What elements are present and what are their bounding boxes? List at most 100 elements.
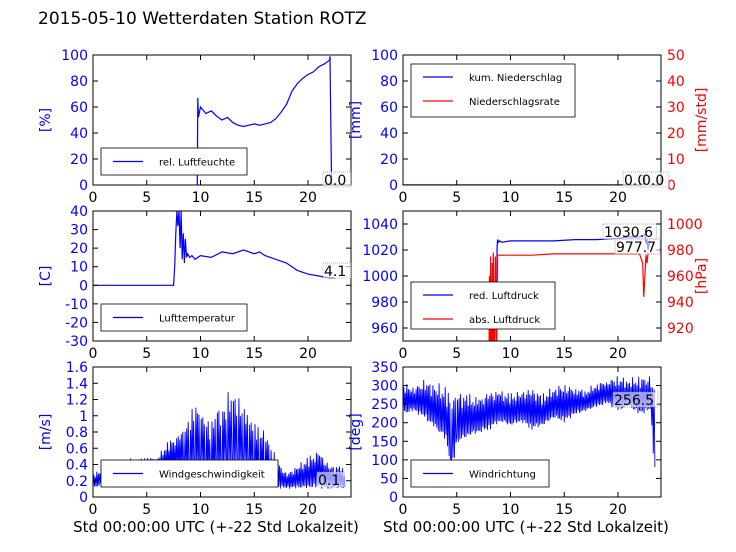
y-right-tick-label: 940	[667, 295, 694, 311]
y-tick-label: -30	[65, 334, 88, 350]
chart-temperature: 0 5 10 15 20 -30 -20 -10 0 10 20 30 40 [C] Lufttempera…	[38, 204, 352, 362]
y-tick-label: 10	[70, 260, 88, 276]
x-tick-label: 5	[142, 190, 151, 206]
x-tick-label: 0	[89, 502, 98, 518]
y-tick-label: 0	[389, 490, 398, 506]
y-right-tick-label: 10	[667, 152, 685, 168]
y-right-tick-label: 50	[667, 48, 685, 64]
x-tick-label: 10	[192, 346, 210, 362]
x-tick-label: 20	[299, 346, 317, 362]
series-humidity-0	[196, 56, 333, 185]
legend-label: Niederschlagsrate	[469, 97, 560, 108]
y-tick-label: 0.4	[66, 458, 88, 474]
x-tick-label: 0	[399, 502, 408, 518]
y-axis-label: [deg]	[348, 413, 364, 450]
y-tick-label: 60	[380, 100, 398, 116]
legend-label: Windgeschwindigkeit	[159, 470, 265, 481]
annotation-box	[322, 171, 352, 188]
y-tick-label: 100	[371, 48, 398, 64]
legend: Lufttemperatur	[100, 303, 248, 332]
y-tick-label: 0.6	[66, 441, 88, 457]
axes-frame	[402, 54, 662, 186]
annotation-value: 4.1	[324, 264, 346, 280]
annotation-box	[614, 238, 661, 255]
x-axis-label: Std 00:00:00 UTC (+-22 Std Lokalzeit)	[383, 518, 669, 536]
y-right-tick-label: 30	[667, 100, 685, 116]
legend-label: Windrichtung	[469, 470, 536, 481]
page-title: 2015-05-10 Wetterdaten Station ROTZ	[38, 9, 367, 29]
x-tick-label: 10	[192, 190, 210, 206]
y-tick-label: 60	[70, 100, 88, 116]
y-axis-label: [C]	[38, 266, 54, 287]
y-tick-label: 1020	[362, 243, 398, 259]
y-right-tick-label: 40	[667, 74, 685, 90]
y-tick-label: 100	[61, 48, 88, 64]
legend-frame	[410, 63, 576, 118]
y-tick-label: 1.2	[66, 393, 88, 409]
annotation-value: 0.0	[642, 173, 664, 189]
y-tick-label: 960	[371, 321, 398, 337]
annotation-box	[612, 391, 659, 408]
y-tick-label: 1000	[362, 269, 398, 285]
y-tick-label: 40	[380, 126, 398, 142]
chart-wind_speed: 0 5 10 15 20 00.20.40.60.811.21.41.6 [m/s] Std …	[38, 360, 359, 536]
legend-frame	[410, 281, 556, 330]
legend: Windgeschwindigkeit	[100, 459, 279, 488]
series-line	[93, 211, 335, 286]
x-tick-label: 10	[502, 502, 520, 518]
x-tick-label: 15	[245, 346, 263, 362]
x-tick-label: 5	[452, 346, 461, 362]
y-tick-label: 50	[380, 471, 398, 487]
y-axis-label: [%]	[38, 108, 54, 132]
y-tick-label: 1	[79, 409, 88, 425]
x-axis-label: Std 00:00:00 UTC (+-22 Std Lokalzeit)	[73, 518, 359, 536]
x-tick-label: 20	[299, 190, 317, 206]
x-tick-label: 0	[89, 346, 98, 362]
y-tick-label: 40	[70, 126, 88, 142]
legend: Windrichtung	[410, 459, 550, 488]
series-line	[488, 252, 649, 341]
y-tick-label: 200	[371, 416, 398, 432]
y-right-tick-label: 960	[667, 269, 694, 285]
series-pressure-1	[488, 252, 649, 341]
y-axis-label: [m/s]	[38, 414, 54, 451]
y-tick-label: 150	[371, 434, 398, 450]
y-tick-label: 350	[371, 360, 398, 376]
legend: red. Luftdruck abs. Luftdruck	[410, 281, 556, 330]
y-tick-label: 0	[79, 490, 88, 506]
legend: rel. Luftfeuchte	[100, 147, 248, 176]
y-tick-label: 250	[371, 397, 398, 413]
y-tick-label: 300	[371, 379, 398, 395]
y-tick-label: 20	[70, 241, 88, 257]
y-axis-label: [mm]	[348, 101, 364, 139]
y-tick-label: 20	[380, 152, 398, 168]
y-tick-label: 40	[70, 204, 88, 220]
y-right-tick-label: 920	[667, 321, 694, 337]
y-tick-label: 30	[70, 223, 88, 239]
annotation-value: 1030.6	[604, 225, 653, 241]
x-tick-label: 5	[142, 502, 151, 518]
y-tick-label: 80	[380, 74, 398, 90]
y-tick-label: 980	[371, 295, 398, 311]
legend-label: red. Luftdruck	[469, 291, 539, 302]
series-line	[403, 376, 656, 470]
annotation-box	[316, 471, 346, 488]
annotation-box	[640, 171, 670, 188]
x-tick-label: 20	[609, 190, 627, 206]
x-tick-label: 5	[452, 502, 461, 518]
x-tick-label: 15	[555, 190, 573, 206]
y-tick-label: 1.6	[66, 360, 88, 376]
y-tick-label: 100	[371, 453, 398, 469]
annotation-box	[322, 262, 352, 279]
y-tick-label: 0	[79, 178, 88, 194]
y-right-tick-label: 20	[667, 126, 685, 142]
x-tick-label: 20	[299, 502, 317, 518]
chart-humidity: 0 5 10 15 20 0 20 40 60 80 100 [%] rel. Luftfeuchte 0…	[38, 48, 352, 206]
x-tick-label: 5	[142, 346, 151, 362]
legend-label: rel. Luftfeuchte	[159, 158, 235, 169]
y-tick-label: -10	[65, 297, 88, 313]
y-tick-label: 0	[389, 178, 398, 194]
series-line	[196, 56, 333, 185]
x-tick-label: 15	[245, 190, 263, 206]
